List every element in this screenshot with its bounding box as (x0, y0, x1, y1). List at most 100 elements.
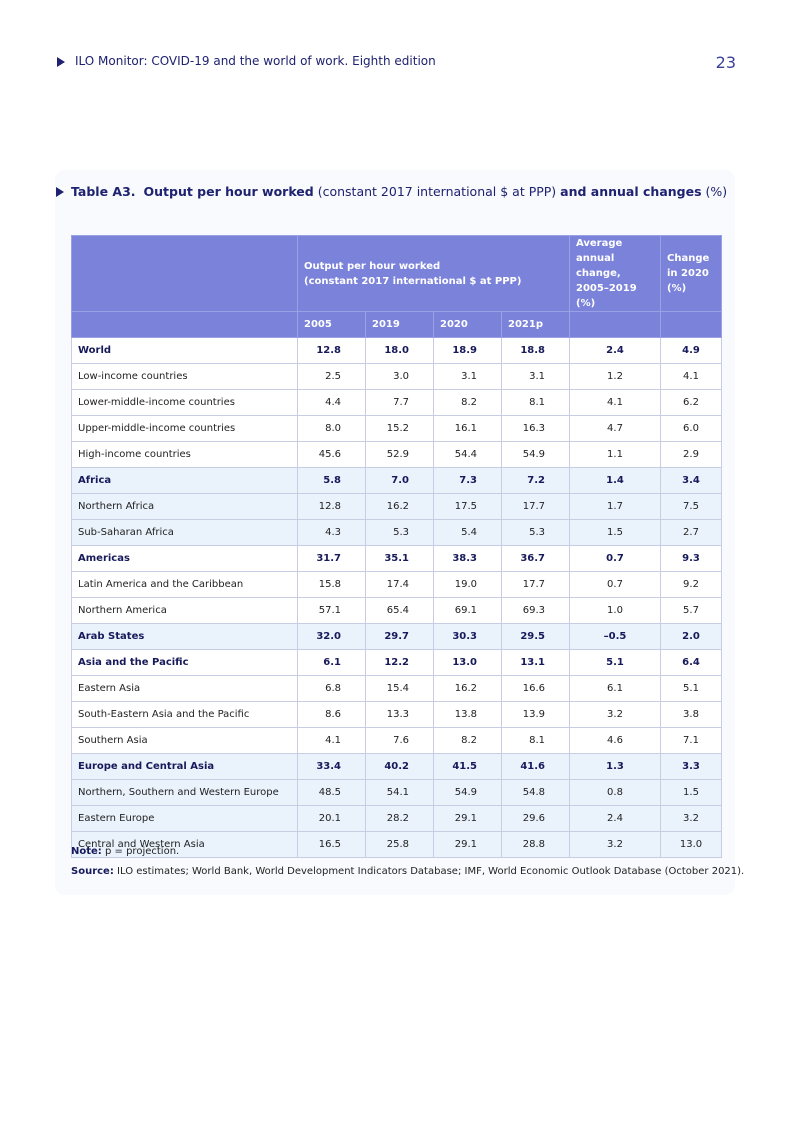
source: Source: ILO estimates; World Bank, World… (71, 866, 744, 877)
table-cell: 16.3 (501, 415, 570, 442)
table-cell: 9.2 (660, 571, 722, 598)
header-line: Change (667, 253, 710, 264)
header-cell (71, 311, 298, 338)
table-cell: 65.4 (365, 597, 434, 624)
row-label: South-Eastern Asia and the Pacific (71, 701, 298, 728)
table-cell: 3.2 (569, 831, 661, 858)
table-cell: 15.4 (365, 675, 434, 702)
table-cell: 69.3 (501, 597, 570, 624)
source-label: Source: (71, 866, 114, 877)
row-label: Africa (71, 467, 298, 494)
header-line: Average (576, 238, 623, 249)
caption-text: (constant 2017 international $ at PPP) (317, 184, 557, 199)
table-cell: 6.0 (660, 415, 722, 442)
table-cell: 36.7 (501, 545, 570, 572)
row-label: Eastern Europe (71, 805, 298, 832)
table-cell: 38.3 (433, 545, 502, 572)
table-row: Lower-middle-income countries 4.4 7.7 8.2 8.… (71, 389, 722, 416)
table-cell: 1.2 (569, 363, 661, 390)
table-cell: 4.1 (297, 727, 366, 754)
caption-text: (%) (705, 184, 728, 199)
table-cell: 7.0 (365, 467, 434, 494)
table-row: Northern Africa 12.8 16.2 17.5 17.7 1.7 7.5 (71, 493, 722, 520)
table-cell: 17.4 (365, 571, 434, 598)
table-cell: 8.2 (433, 389, 502, 416)
table-cell: 6.2 (660, 389, 722, 416)
header-cell (71, 235, 298, 312)
caption-label: Table A3. (71, 184, 136, 199)
caption-bold: Output per hour worked (143, 184, 314, 199)
table-row: Low-income countries 2.5 3.0 3.1 3.1 1.2 4.1 (71, 363, 722, 390)
row-label: Lower-middle-income countries (71, 389, 298, 416)
bullet (57, 57, 65, 67)
row-label: Northern Africa (71, 493, 298, 520)
table-cell: 2.0 (660, 623, 722, 650)
table-cell: 4.1 (660, 363, 722, 390)
year-header: 2005 (297, 311, 366, 338)
row-label: World (71, 337, 298, 364)
row-label: High-income countries (71, 441, 298, 468)
table-cell: 35.1 (365, 545, 434, 572)
table-cell: 54.1 (365, 779, 434, 806)
table-cell: 7.2 (501, 467, 570, 494)
table-row: Eastern Asia 6.8 15.4 16.2 16.6 6.1 5.1 (71, 675, 722, 702)
row-label: Low-income countries (71, 363, 298, 390)
table-cell: 4.3 (297, 519, 366, 546)
table-cell: 3.3 (660, 753, 722, 780)
table-row: Northern, Southern and Western Europe 48.… (71, 779, 722, 806)
year-header: 2021p (501, 311, 570, 338)
header-line: (constant 2017 international $ at PPP) (304, 275, 522, 287)
table-cell: 12.8 (297, 493, 366, 520)
table-cell: 2.4 (569, 337, 661, 364)
table-cell: 6.8 (297, 675, 366, 702)
table-cell: 7.1 (660, 727, 722, 754)
table-cell: 18.8 (501, 337, 570, 364)
table-caption: Table A3. Output per hour worked (consta… (71, 184, 727, 199)
table-cell: 41.6 (501, 753, 570, 780)
table-cell: 25.8 (365, 831, 434, 858)
row-label: Latin America and the Caribbean (71, 571, 298, 598)
table-cell: 8.6 (297, 701, 366, 728)
table-cell: 4.4 (297, 389, 366, 416)
table-cell: 4.7 (569, 415, 661, 442)
data-table: Output per hour worked (constant 2017 int… (71, 235, 722, 858)
table-cell: 8.0 (297, 415, 366, 442)
table-cell: 20.1 (297, 805, 366, 832)
table-cell: 5.3 (365, 519, 434, 546)
row-label: Asia and the Pacific (71, 649, 298, 676)
table-cell: 6.1 (569, 675, 661, 702)
table-cell: 33.4 (297, 753, 366, 780)
table-cell: 7.6 (365, 727, 434, 754)
table-cell: 1.0 (569, 597, 661, 624)
row-label: Eastern Asia (71, 675, 298, 702)
table-cell: 5.1 (660, 675, 722, 702)
table-cell: 17.7 (501, 493, 570, 520)
table-cell: 32.0 (297, 623, 366, 650)
table-cell: 5.4 (433, 519, 502, 546)
table-cell: 9.3 (660, 545, 722, 572)
table-cell: 8.1 (501, 389, 570, 416)
table-cell: 54.9 (433, 779, 502, 806)
table-cell: 13.0 (433, 649, 502, 676)
table-cell: 18.0 (365, 337, 434, 364)
table-cell: 3.1 (501, 363, 570, 390)
table-row: Southern Asia 4.1 7.6 8.2 8.1 4.6 7.1 (71, 727, 722, 754)
table-cell: 17.5 (433, 493, 502, 520)
table-cell: 8.2 (433, 727, 502, 754)
table-row: High-income countries 45.6 52.9 54.4 54.9 1.1… (71, 441, 722, 468)
row-label: Northern, Southern and Western Europe (71, 779, 298, 806)
table-cell: 2.5 (297, 363, 366, 390)
table-row: Latin America and the Caribbean 15.8 17.4 1… (71, 571, 722, 598)
row-label: Southern Asia (71, 727, 298, 754)
table-row: Northern America 57.1 65.4 69.1 69.3 1.0 5.7 (71, 597, 722, 624)
table-cell: 7.5 (660, 493, 722, 520)
table-cell: 3.0 (365, 363, 434, 390)
table-cell: 40.2 (365, 753, 434, 780)
note-text: p = projection. (105, 846, 180, 857)
table-cell: 3.2 (569, 701, 661, 728)
row-label: Central and Western Asia (71, 831, 298, 858)
year-header: 2019 (365, 311, 434, 338)
running-title: ILO Monitor: COVID-19 and the world of w… (75, 54, 436, 68)
table-cell: 16.1 (433, 415, 502, 442)
table-cell: 3.8 (660, 701, 722, 728)
